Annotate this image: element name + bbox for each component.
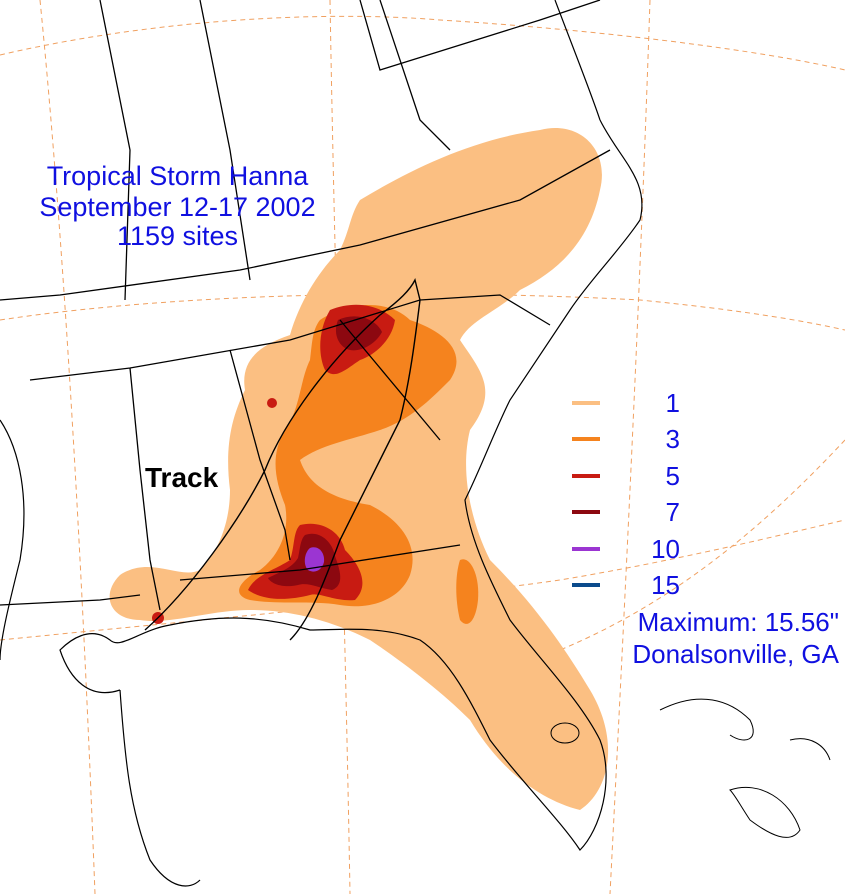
rain-7-inch-area (335, 316, 382, 351)
legend-swatch (572, 547, 600, 551)
title-line-2: September 12-17 2002 (39, 192, 316, 222)
legend-item-3: 3 (570, 424, 680, 454)
legend-label: 15 (651, 570, 680, 600)
rain-10-inch-area (304, 547, 325, 572)
legend-label: 3 (665, 424, 680, 454)
coastline (0, 0, 643, 887)
rain-7-inch-area-south (268, 533, 341, 590)
legend-item-7: 7 (570, 497, 680, 527)
rain-spot-west (267, 398, 277, 408)
legend-swatch (572, 401, 600, 405)
rain-3-inch-area (239, 305, 457, 607)
maximum-value: Maximum: 15.56" (637, 607, 839, 637)
cuba-bahamas (550, 698, 831, 838)
title-line-1: Tropical Storm Hanna (46, 161, 309, 191)
storm-track (144, 277, 421, 641)
legend-label: 10 (651, 534, 680, 564)
state-borders (0, 0, 611, 611)
legend-swatch (572, 437, 600, 441)
legend-label: 7 (665, 497, 680, 527)
legend-label: 5 (665, 461, 680, 491)
track-label: Track (145, 462, 219, 493)
legend-swatch (572, 583, 600, 587)
rain-1-inch-area (109, 128, 609, 810)
legend-swatch (572, 510, 600, 514)
title-line-3: 1159 sites (116, 221, 239, 251)
legend-item-15: 15 (570, 570, 680, 600)
legend-swatch (572, 474, 600, 478)
legend-label: 1 (665, 388, 680, 418)
rain-3-inch-area-east (456, 559, 479, 624)
legend-item-10: 10 (570, 534, 680, 564)
legend-item-1: 1 (570, 388, 680, 418)
maximum-location: Donalsonville, GA (632, 639, 839, 669)
rainfall-shading (109, 128, 609, 810)
legend-item-5: 5 (570, 461, 680, 491)
